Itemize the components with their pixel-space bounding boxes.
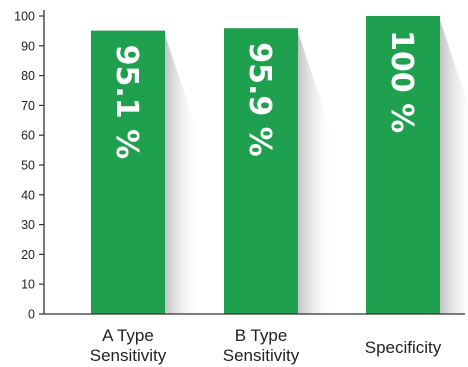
y-tick-label: 40 [21,188,35,202]
bar-shadow [440,20,468,314]
axes [39,10,465,315]
y-tick-label: 10 [21,278,35,292]
y-tick-label: 20 [21,248,35,262]
x-category-label: A Type Sensitivity [90,326,167,365]
y-tick-label: 60 [21,129,35,143]
labels: 95.1 % 95.9 % 100 % 0 10 20 30 40 50 60 70 80 90 100 A… [14,10,442,366]
x-category-label: Specificity [365,338,442,357]
y-tick-label: 70 [21,99,35,113]
bar [224,28,298,315]
y-tick-label: 90 [21,39,35,53]
bar-value-label: 100 % [384,30,419,133]
y-tick-label: 50 [21,159,35,173]
bar-shadow [165,34,201,315]
y-tick-label: 30 [21,218,35,232]
bar [91,30,165,315]
bar-value-label: 95.9 % [242,42,277,157]
x-category-label: B Type Sensitivity [223,326,300,365]
bars [91,16,440,315]
y-tick-label: 0 [28,308,35,322]
bar-value-label: 95.1 % [109,45,144,160]
bar-shadow [298,32,334,315]
y-tick-label: 100 [14,10,35,24]
bar-shadows [165,20,468,315]
bar [366,16,440,314]
y-tick-label: 80 [21,69,35,83]
